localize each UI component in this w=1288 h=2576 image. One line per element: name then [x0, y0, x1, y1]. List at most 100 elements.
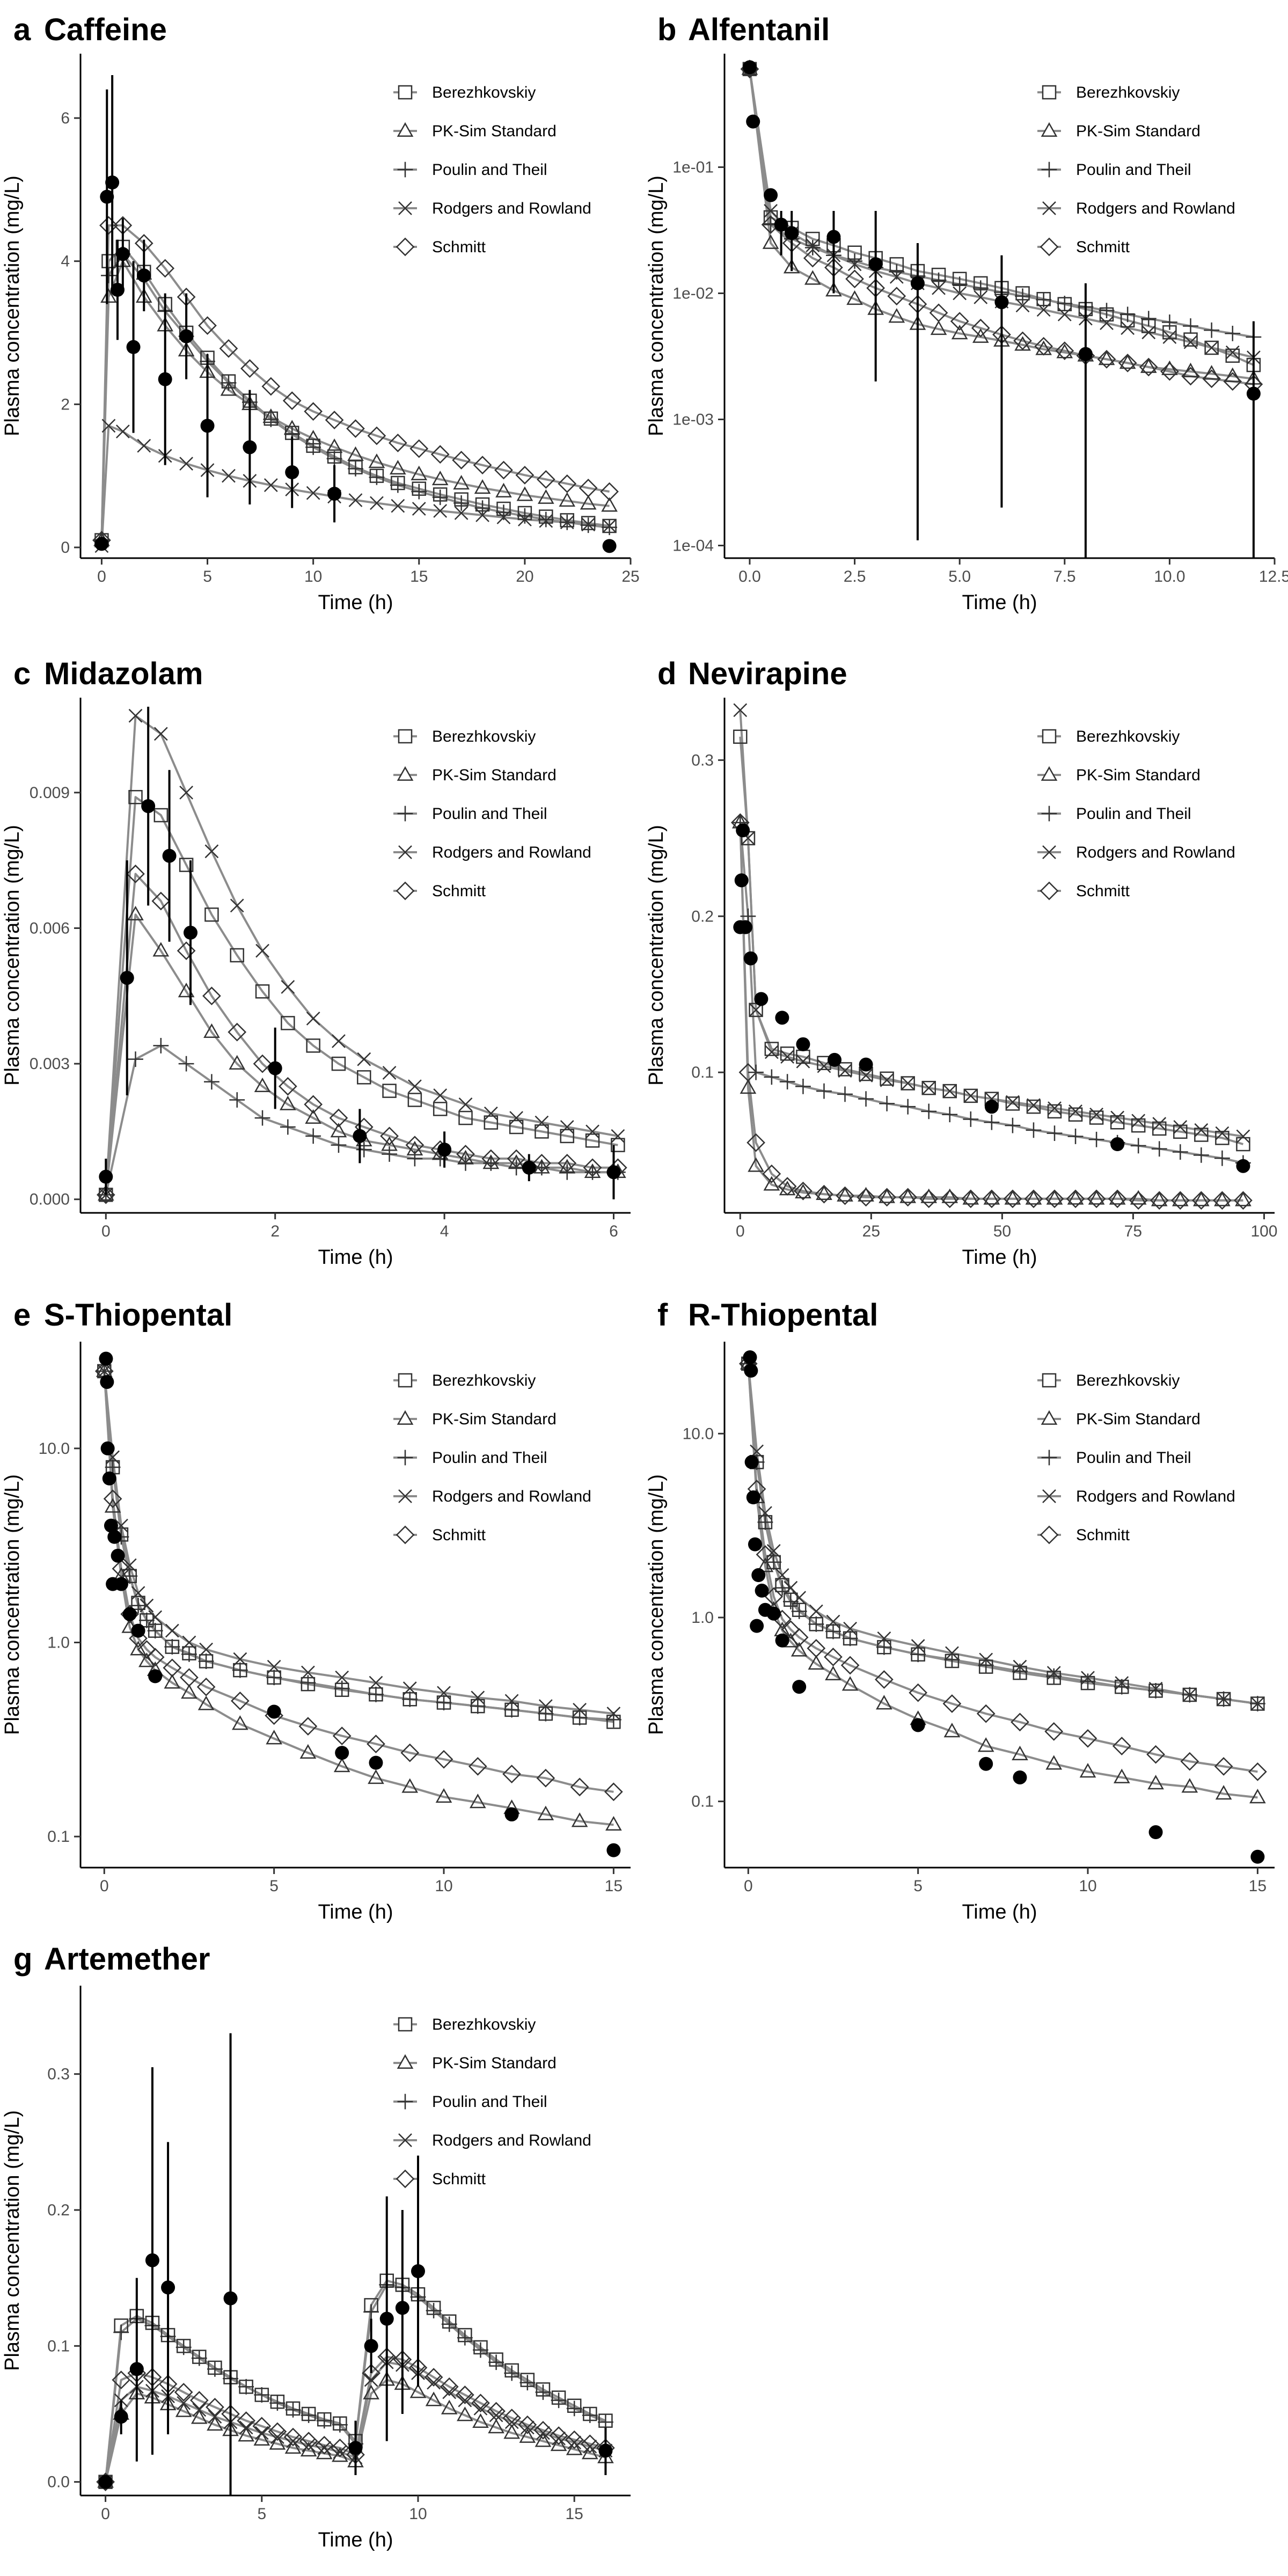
series-point [840, 1656, 860, 1675]
series-point [1113, 1768, 1130, 1783]
series-point [1150, 1191, 1169, 1210]
observed-point [145, 2253, 159, 2267]
series-point [379, 2273, 394, 2288]
series-point [519, 2428, 536, 2443]
series-point [285, 2402, 301, 2418]
series-point [550, 2436, 567, 2451]
series-point [1046, 1668, 1062, 1684]
series-point [921, 1103, 937, 1119]
observed-point [243, 440, 257, 455]
series-point [919, 1189, 939, 1209]
series-point [825, 282, 842, 297]
series-point [200, 350, 215, 365]
observed-point [736, 823, 750, 838]
series-point [509, 1111, 523, 1125]
series-point [471, 1690, 485, 1705]
series-point [165, 1623, 179, 1638]
series-point [580, 2434, 599, 2454]
series-point [1130, 1190, 1147, 1205]
series-point [153, 727, 168, 741]
observed-point [792, 1680, 807, 1694]
series-point [468, 1757, 487, 1776]
observed-point [107, 1529, 122, 1544]
legend-label: Poulin and Theil [1076, 805, 1191, 823]
series-point [826, 1624, 840, 1639]
series-point [604, 1782, 623, 1802]
series-point [515, 465, 535, 485]
series-point [1004, 1190, 1021, 1205]
observed-point [184, 925, 197, 940]
series-point [433, 487, 448, 502]
series-point [254, 2426, 269, 2440]
series-point [192, 2350, 207, 2364]
series-point [762, 1164, 781, 1183]
x-tick-label: 5 [203, 568, 212, 586]
series-point [920, 1188, 938, 1203]
series-point [198, 1653, 214, 1669]
legend-key-marker [1041, 1450, 1057, 1466]
panel-e: e S-Thiopental 0 5 10 15 0.1 1.0 10.0 Time (h) Pla… [1, 1298, 631, 1923]
series-point [280, 1119, 296, 1135]
series-point [843, 1631, 858, 1646]
legend-label: Poulin and Theil [1076, 1449, 1191, 1467]
series-point [411, 484, 427, 500]
legend-key-marker [1040, 237, 1059, 257]
series-point [1217, 1692, 1231, 1706]
series-point [306, 486, 320, 500]
legend-key-marker [1042, 1373, 1057, 1388]
observed-point [911, 1718, 925, 1732]
series-point [571, 1812, 588, 1827]
series-point [474, 500, 491, 516]
series-point [1012, 1745, 1028, 1761]
series-point [983, 1190, 1000, 1205]
series-point [1250, 1696, 1265, 1711]
series-line [747, 1363, 1258, 1705]
series-point [803, 248, 822, 268]
series-line [739, 822, 1243, 1202]
series-point [1056, 343, 1073, 358]
series-point [131, 1586, 145, 1600]
series-point [1160, 362, 1179, 381]
series-point [763, 1176, 780, 1191]
y-tick-label: 0.2 [47, 2201, 70, 2219]
series-point [901, 1076, 915, 1091]
x-tick-label: 5.0 [948, 568, 971, 586]
series-point [221, 374, 236, 389]
series-point [1067, 1129, 1084, 1144]
series-point [112, 1559, 131, 1578]
series-point [302, 2438, 316, 2453]
series-point [220, 381, 237, 396]
series-point [600, 482, 619, 501]
y-tick-label: 10.0 [39, 1440, 70, 1458]
series-point [99, 216, 118, 235]
observed-point [1013, 1770, 1027, 1784]
series-point [1236, 1137, 1250, 1152]
series-point [232, 1662, 248, 1678]
y-tick-label: 0.1 [47, 1828, 70, 1846]
series-point [1005, 1117, 1021, 1133]
x-tick-label: 25 [862, 1223, 880, 1240]
x-tick-label: 15 [605, 1877, 623, 1895]
observed-point [110, 283, 125, 297]
series-point [1088, 1131, 1104, 1147]
series-point [204, 844, 219, 859]
legend-key-marker [1040, 881, 1059, 901]
series-point [1027, 1098, 1041, 1113]
series-point [876, 1695, 892, 1710]
series-point [817, 1056, 831, 1070]
series-point [435, 1788, 452, 1803]
observed-point [1246, 386, 1261, 401]
series-point [114, 1518, 128, 1533]
series-point [1161, 360, 1178, 375]
series-point [407, 1093, 422, 1107]
series-point [238, 2379, 254, 2395]
series-point [267, 1670, 281, 1685]
series-point [489, 2408, 503, 2423]
series-point [229, 1055, 246, 1070]
series-point [951, 325, 968, 340]
series-point [470, 1698, 486, 1714]
panel-tag: c [13, 656, 31, 691]
series-point [317, 2441, 332, 2455]
series-point [910, 1646, 926, 1663]
observed-point [743, 951, 758, 965]
